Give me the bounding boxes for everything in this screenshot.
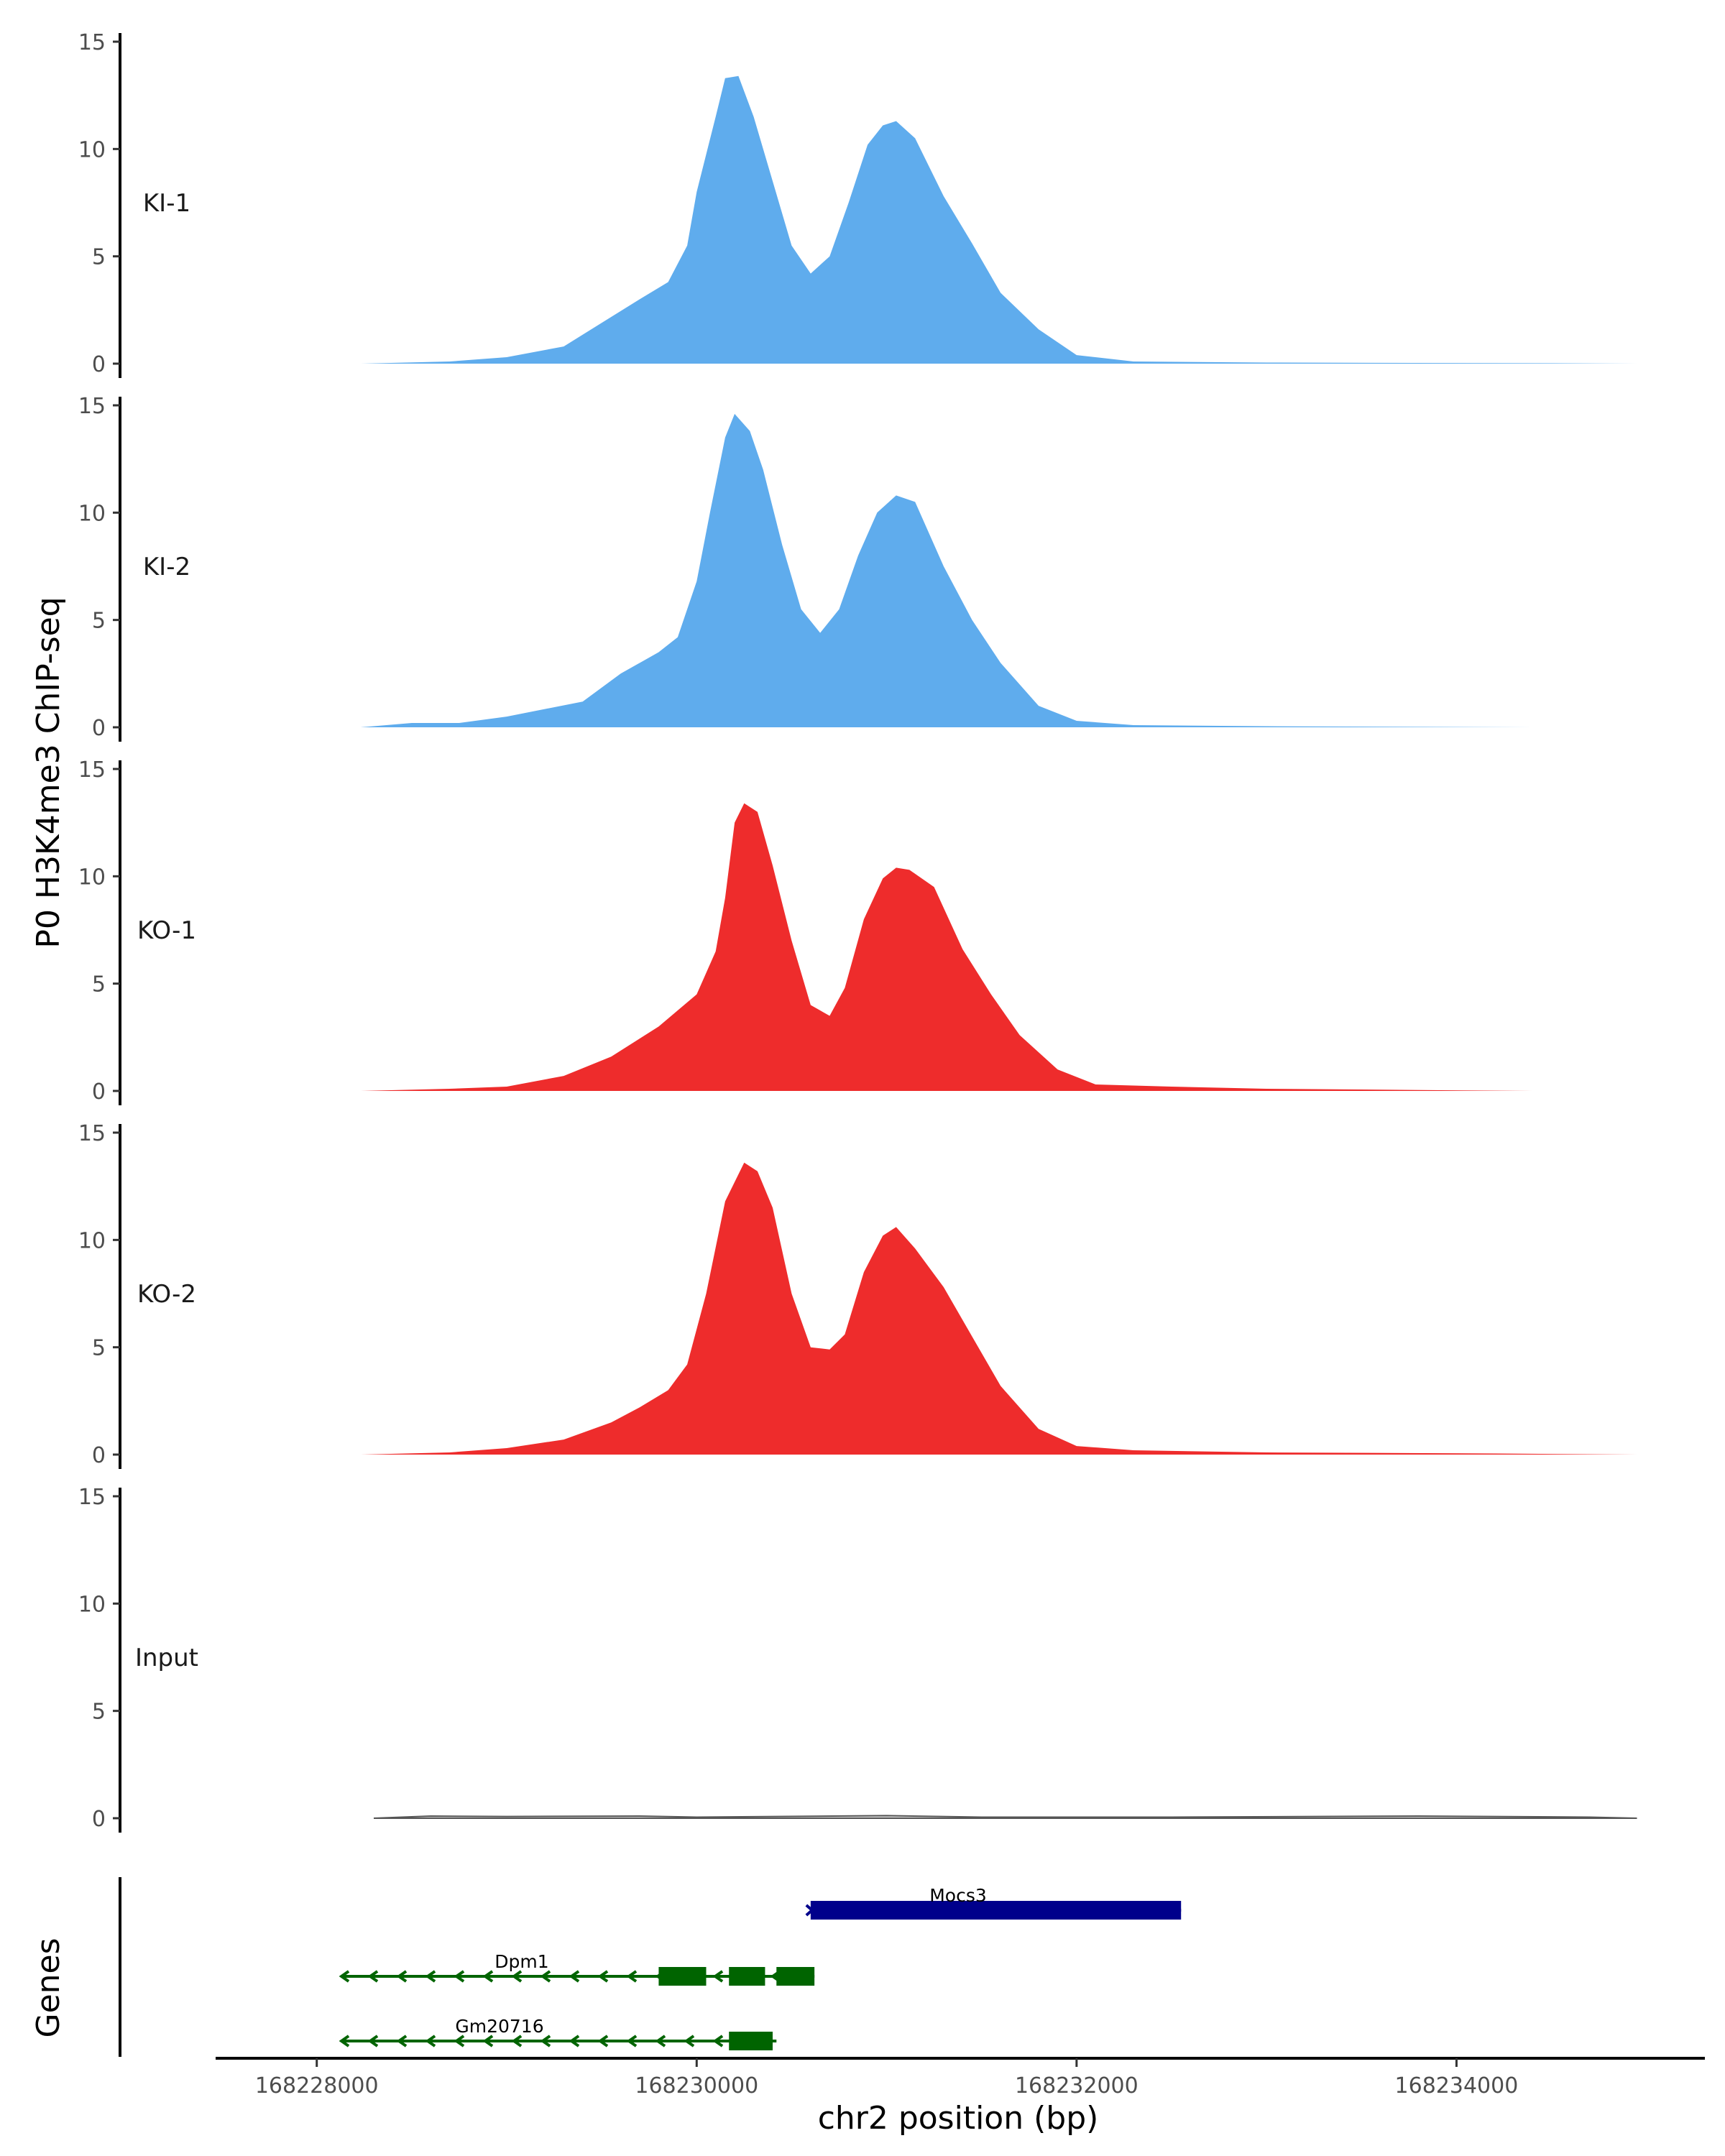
y-tick-label: 0 (92, 716, 106, 741)
strand-arrow-icon (425, 2035, 436, 2047)
gene-label: Gm20716 (455, 2016, 543, 2037)
strand-arrow-icon (540, 2035, 551, 2047)
strand-arrow-icon (511, 1970, 523, 1983)
strand-arrow-icon (454, 1970, 465, 1983)
strand-arrow-icon (626, 2035, 638, 2047)
gene-exon (729, 1967, 765, 1986)
strand-arrow-icon (511, 2035, 523, 2047)
x-axis-title: chr2 position (bp) (818, 2100, 1099, 2137)
strand-arrow-icon (540, 1970, 551, 1983)
x-tick-label: 168234000 (1395, 2073, 1519, 2099)
signal-area-ki-2 (360, 413, 1533, 727)
genes-axis-title: Genes (30, 1938, 67, 2037)
strand-arrow-icon (684, 2035, 695, 2047)
gene-gm20716: Gm20716 (339, 2016, 777, 2050)
gene-exon (658, 1967, 707, 1986)
gene-exon (810, 1901, 1182, 1920)
signal-area-ko-2 (360, 1162, 1637, 1455)
strand-arrow-icon (339, 1970, 350, 1983)
strand-arrow-icon (626, 1970, 638, 1983)
y-tick-label: 15 (78, 757, 106, 783)
strand-arrow-icon (367, 2035, 379, 2047)
y-tick-label: 15 (78, 1485, 106, 1510)
track-panel-ko-1: 0 5 10 15 KO-1 (78, 757, 1533, 1105)
y-tick-label: 5 (92, 1336, 106, 1361)
x-tick-label: 168232000 (1015, 2073, 1138, 2099)
y-tick-label: 5 (92, 609, 106, 634)
signal-area-ko-1 (360, 803, 1533, 1091)
y-tick-label: 10 (78, 1228, 106, 1253)
strand-arrow-icon (597, 1970, 609, 1983)
x-tick-label: 168230000 (635, 2073, 758, 2099)
track-label: KI-2 (143, 553, 190, 581)
y-tick-label: 0 (92, 1079, 106, 1105)
y-tick-label: 5 (92, 972, 106, 998)
strand-arrow-icon (482, 1970, 494, 1983)
strand-arrow-icon (396, 2035, 408, 2047)
signal-area-ki-1 (360, 75, 1637, 364)
y-tick-label: 0 (92, 352, 106, 377)
track-label: KO-2 (137, 1280, 196, 1309)
y-tick-label: 15 (78, 394, 106, 419)
track-label: KO-1 (137, 916, 196, 945)
gene-label: Mocs3 (929, 1885, 987, 1906)
track-panel-ki-2: 0 5 10 15 KI-2 (78, 394, 1533, 742)
strand-arrow-icon (396, 1970, 408, 1983)
strand-arrow-icon (454, 2035, 465, 2047)
strand-arrow-icon (569, 2035, 580, 2047)
y-tick-label: 5 (92, 245, 106, 270)
strand-arrow-icon (655, 2035, 666, 2047)
strand-arrow-icon (712, 1970, 724, 1983)
gene-exon (729, 2032, 773, 2050)
strand-arrow-icon (339, 2035, 350, 2047)
signal-area-input (373, 1815, 1637, 1819)
gene-exon (776, 1967, 815, 1986)
y-tick-label: 15 (78, 30, 106, 55)
genes-panel: Mocs3 Dpm1 Gm20716 (119, 1877, 1182, 2057)
y-tick-label: 0 (92, 1807, 106, 1832)
tracks-layer: 0 5 10 15 KI-1 0 5 10 15 KI-2 0 5 10 15 KO-1 0 5 10 15 KO-2… (78, 30, 1637, 1833)
y-tick-label: 10 (78, 137, 106, 162)
strand-arrow-icon (482, 2035, 494, 2047)
y-tick-label: 10 (78, 501, 106, 526)
track-label: Input (135, 1644, 198, 1672)
y-tick-label: 10 (78, 1592, 106, 1617)
track-panel-input: 0 5 10 15 Input (78, 1485, 1637, 1833)
y-tick-label: 0 (92, 1443, 106, 1468)
track-panel-ki-1: 0 5 10 15 KI-1 (78, 30, 1637, 378)
x-tick-label: 168228000 (255, 2073, 379, 2099)
strand-arrow-icon (597, 2035, 609, 2047)
x-axis: 168228000 168230000 168232000 168234000 (216, 2057, 1705, 2099)
strand-arrow-icon (712, 2035, 724, 2047)
strand-arrow-icon (367, 1970, 379, 1983)
gene-dpm1: Dpm1 (339, 1951, 815, 1986)
y-tick-label: 10 (78, 865, 106, 890)
track-label: KI-1 (143, 189, 190, 218)
y-tick-label: 5 (92, 1700, 106, 1725)
gene-mocs3: Mocs3 (805, 1885, 1182, 1920)
y-axis-title: P0 H3K4me3 ChIP-seq (30, 596, 67, 948)
strand-arrow-icon (569, 1970, 580, 1983)
y-tick-label: 15 (78, 1121, 106, 1146)
track-panel-ko-2: 0 5 10 15 KO-2 (78, 1121, 1637, 1469)
gene-label: Dpm1 (494, 1951, 548, 1972)
strand-arrow-icon (425, 1970, 436, 1983)
